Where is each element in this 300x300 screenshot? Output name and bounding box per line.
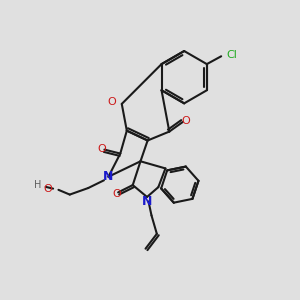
Text: O: O	[112, 189, 121, 199]
Text: O: O	[98, 144, 106, 154]
Text: O: O	[44, 184, 52, 194]
Text: O: O	[181, 116, 190, 126]
Text: Cl: Cl	[226, 50, 237, 60]
Text: N: N	[103, 170, 113, 183]
Text: O: O	[108, 98, 116, 107]
Text: N: N	[142, 195, 152, 208]
Text: H: H	[34, 180, 42, 190]
